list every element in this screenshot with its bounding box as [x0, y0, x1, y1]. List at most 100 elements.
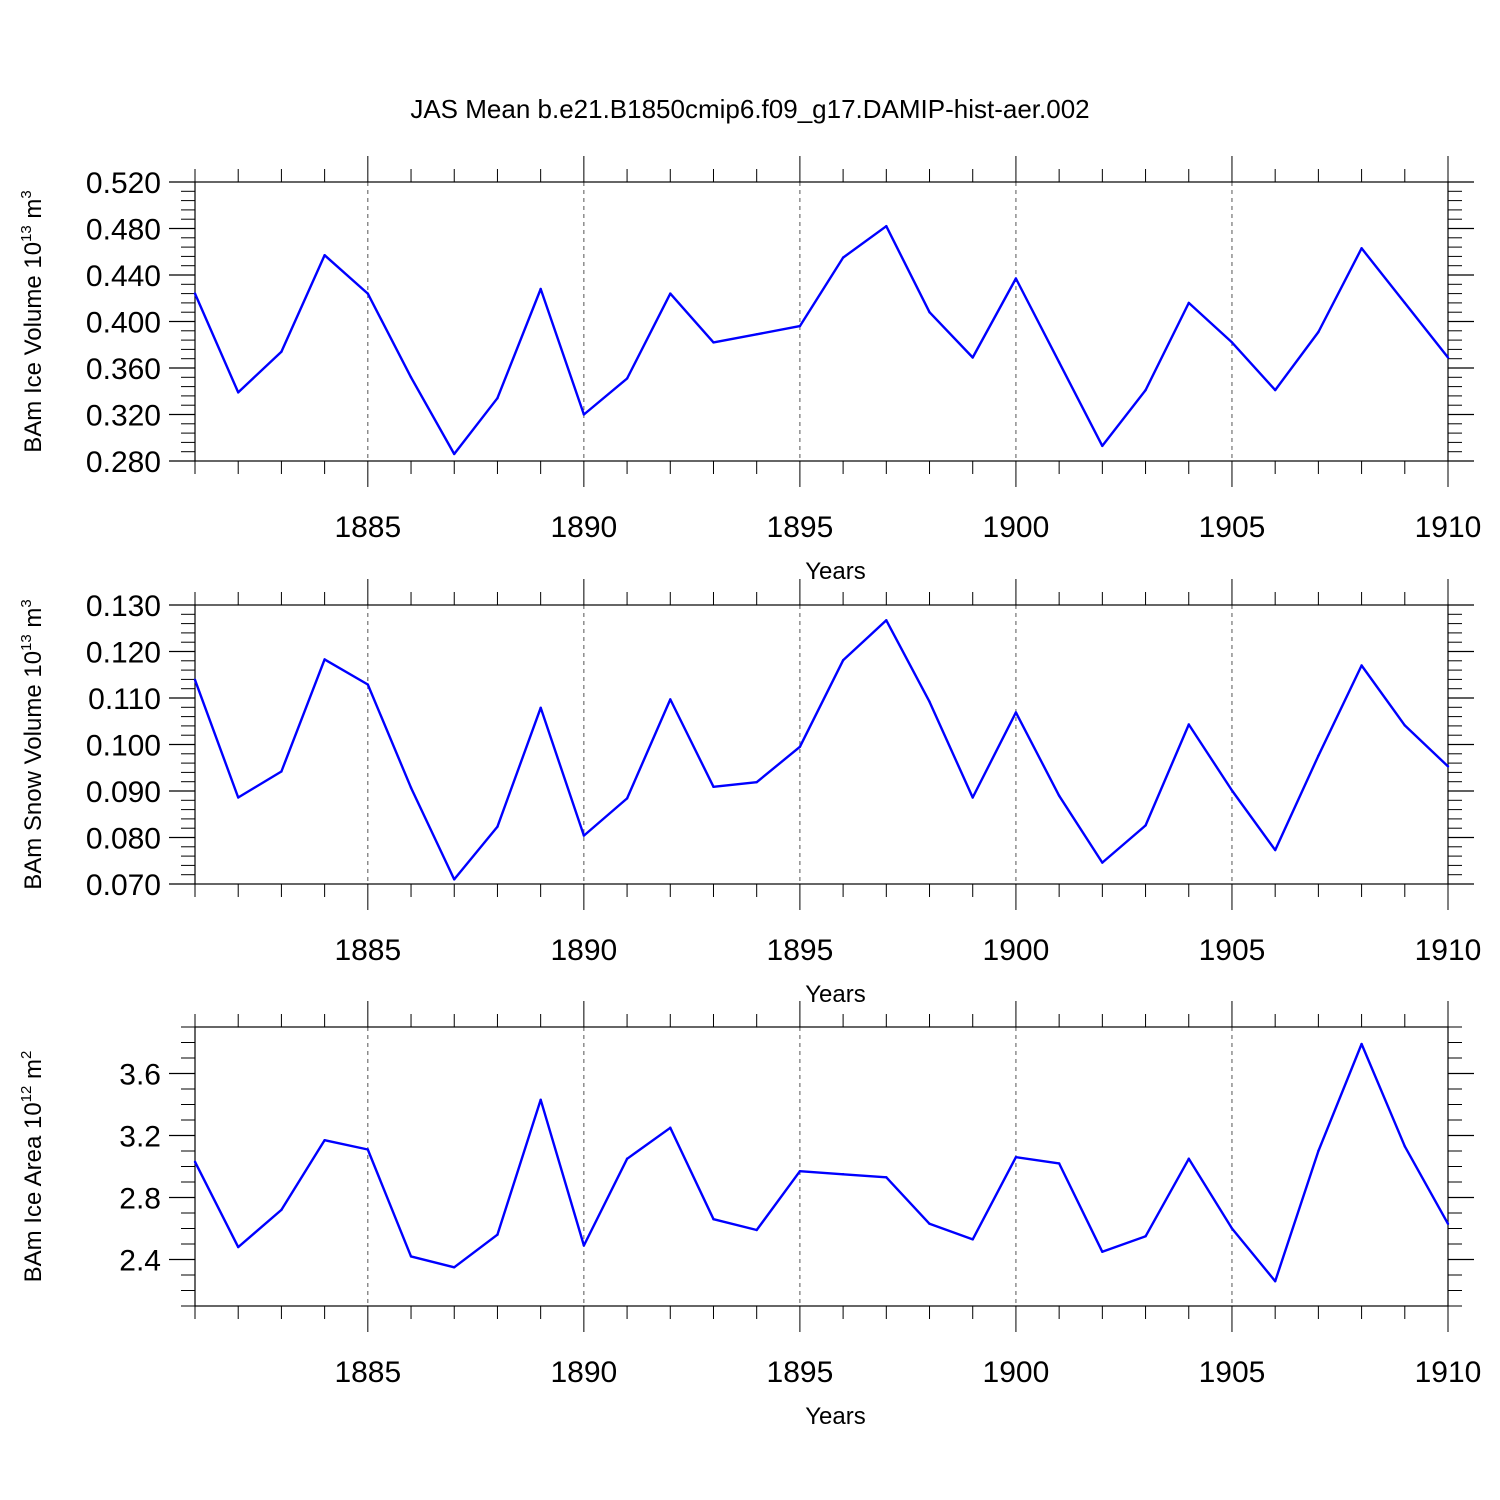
- data-point: [1446, 356, 1450, 359]
- data-point: [1144, 824, 1147, 827]
- data-point: [841, 256, 845, 259]
- data-point: [971, 356, 974, 359]
- x-tick-label: 1910: [1415, 934, 1482, 967]
- y-tick-label: 0.080: [86, 823, 161, 856]
- data-point: [582, 413, 586, 416]
- x-tick-label: 1895: [767, 1356, 834, 1389]
- y-tick-label: 0.070: [86, 869, 161, 902]
- data-point: [755, 780, 758, 784]
- data-point: [453, 452, 456, 456]
- data-point: [625, 797, 629, 800]
- data-point: [323, 658, 326, 661]
- y-tick-label: 0.120: [86, 637, 161, 670]
- data-point: [841, 1173, 845, 1176]
- y-tick-label: 0.100: [86, 730, 161, 763]
- data-point: [1317, 330, 1320, 334]
- x-tick-label: 1910: [1415, 1356, 1482, 1389]
- data-point: [1144, 388, 1147, 392]
- y-tick-label: 2.8: [119, 1183, 161, 1216]
- data-point: [1187, 1157, 1190, 1160]
- x-tick-label: 1895: [767, 934, 834, 967]
- x-tick-label: 1910: [1415, 511, 1482, 544]
- data-point: [625, 377, 629, 380]
- data-point: [1144, 1235, 1147, 1238]
- x-tick-label: 1885: [334, 511, 401, 544]
- data-point: [712, 785, 715, 789]
- y-tick-label: 0.440: [86, 260, 161, 293]
- data-point: [1101, 861, 1104, 864]
- data-point: [1057, 794, 1061, 797]
- data-point: [798, 324, 802, 328]
- data-point: [1360, 247, 1363, 250]
- data-point: [323, 1138, 326, 1142]
- data-point: [1230, 341, 1234, 344]
- data-point: [1014, 711, 1018, 714]
- series-line: [193, 224, 1449, 456]
- y-tick-label: 0.360: [86, 353, 161, 386]
- data-point: [798, 745, 802, 749]
- data-point: [1403, 301, 1406, 305]
- data-point: [539, 1098, 542, 1102]
- plot-frame: [194, 604, 1449, 885]
- data-point: [366, 292, 370, 295]
- data-point: [280, 1208, 283, 1212]
- y-tick-label: 0.090: [86, 776, 161, 809]
- y-tick-label: 3.6: [119, 1059, 161, 1092]
- data-point: [1057, 360, 1061, 364]
- data-point: [928, 311, 931, 314]
- data-point: [712, 1218, 715, 1221]
- data-point: [453, 1266, 456, 1269]
- data-point: [928, 1222, 931, 1226]
- y-axis-title: BAm Snow Volume 1013 m3: [18, 599, 47, 890]
- data-point: [193, 678, 197, 682]
- y-tick-label: 2.4: [119, 1245, 161, 1278]
- x-tick-label: 1885: [334, 1356, 401, 1389]
- data-point: [280, 350, 283, 353]
- data-point: [1446, 765, 1450, 768]
- data-point: [841, 659, 845, 662]
- data-point: [1273, 388, 1277, 392]
- y-tick-label: 0.280: [86, 446, 161, 479]
- x-tick-label: 1905: [1199, 511, 1266, 544]
- data-point: [496, 397, 499, 400]
- y-tick-label: 0.520: [86, 167, 161, 200]
- series-line: [193, 619, 1449, 881]
- panel-2: 0.070 0.080 0.090 0.100 0.110 0.120 0.130 1885 1…: [18, 579, 1481, 1008]
- x-tick-label: 1900: [983, 511, 1050, 544]
- data-point: [669, 292, 672, 295]
- data-point: [1317, 1149, 1320, 1153]
- data-point: [1187, 301, 1190, 305]
- x-axis-title: Years: [805, 1403, 866, 1430]
- data-point: [798, 1169, 802, 1173]
- x-tick-label: 1890: [550, 1356, 617, 1389]
- data-point: [1101, 444, 1104, 448]
- data-point: [1360, 1042, 1363, 1046]
- data-point: [1403, 724, 1406, 727]
- data-point: [1057, 1162, 1061, 1165]
- data-point: [885, 1176, 888, 1179]
- x-tick-label: 1900: [983, 934, 1050, 967]
- data-point: [669, 698, 672, 701]
- data-point: [1014, 277, 1018, 280]
- x-tick-label: 1885: [334, 934, 401, 967]
- data-point: [323, 254, 326, 257]
- data-point: [496, 825, 499, 829]
- data-point: [1403, 1145, 1406, 1148]
- data-point: [539, 706, 542, 709]
- panel-1: 0.280 0.320 0.360 0.400 0.440 0.480 0.520 1885 1…: [18, 156, 1481, 585]
- data-point: [539, 287, 542, 291]
- data-point: [1273, 848, 1277, 852]
- data-point: [193, 1160, 197, 1164]
- series-line: [193, 1042, 1450, 1283]
- data-point: [409, 376, 413, 379]
- x-tick-label: 1895: [767, 511, 834, 544]
- data-point: [237, 1245, 240, 1249]
- x-tick-label: 1890: [550, 511, 617, 544]
- data-point: [1187, 723, 1190, 726]
- data-point: [280, 770, 283, 773]
- x-axis-title: Years: [805, 558, 866, 585]
- y-axis-title: BAm Ice Volume 1013 m3: [18, 190, 47, 452]
- y-tick-label: 0.110: [88, 683, 161, 716]
- data-point: [582, 834, 586, 837]
